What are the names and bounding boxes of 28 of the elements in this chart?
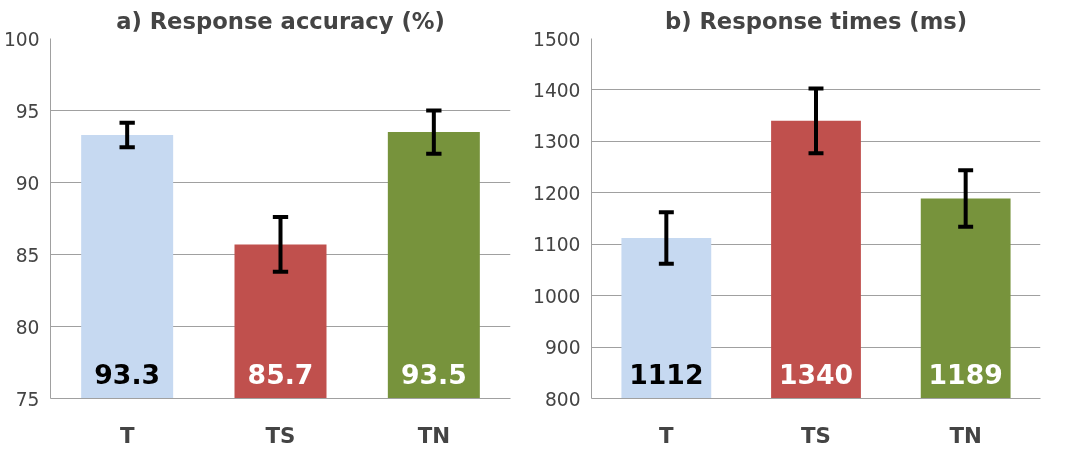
x-tick-label: T bbox=[119, 422, 135, 448]
y-tick-label: 1400 bbox=[533, 79, 581, 101]
y-tick-label: 75 bbox=[15, 388, 40, 410]
x-tick-label: TN bbox=[949, 422, 982, 448]
y-tick-label: 1300 bbox=[533, 131, 581, 153]
data-label: 1340 bbox=[778, 359, 854, 391]
data-label: 1189 bbox=[928, 359, 1003, 391]
data-label: 1112 bbox=[629, 359, 704, 391]
y-tick-label: 900 bbox=[544, 337, 581, 359]
x-tick-label: T bbox=[659, 422, 675, 448]
x-tick-label: TS bbox=[265, 422, 296, 448]
x-tick-label: TS bbox=[801, 422, 831, 448]
x-tick-label: TN bbox=[417, 422, 451, 448]
y-tick-label: 95 bbox=[15, 100, 40, 122]
y-tick-label: 1500 bbox=[533, 28, 581, 50]
y-tick-label: 1100 bbox=[533, 234, 581, 256]
y-tick-label: 800 bbox=[544, 388, 581, 410]
y-tick-label: 80 bbox=[15, 316, 40, 338]
y-tick-label: 85 bbox=[15, 244, 40, 266]
data-label: 93.3 bbox=[94, 359, 161, 391]
chart-title: b) Response times (ms) bbox=[664, 7, 968, 34]
y-tick-label: 90 bbox=[15, 172, 40, 194]
data-label: 85.7 bbox=[247, 359, 314, 391]
y-tick-label: 1200 bbox=[533, 182, 581, 204]
y-tick-label: 1000 bbox=[533, 285, 581, 307]
data-label: 93.5 bbox=[400, 359, 467, 391]
y-tick-label: 100 bbox=[3, 28, 40, 50]
chart-title: a) Response accuracy (%) bbox=[116, 7, 445, 34]
